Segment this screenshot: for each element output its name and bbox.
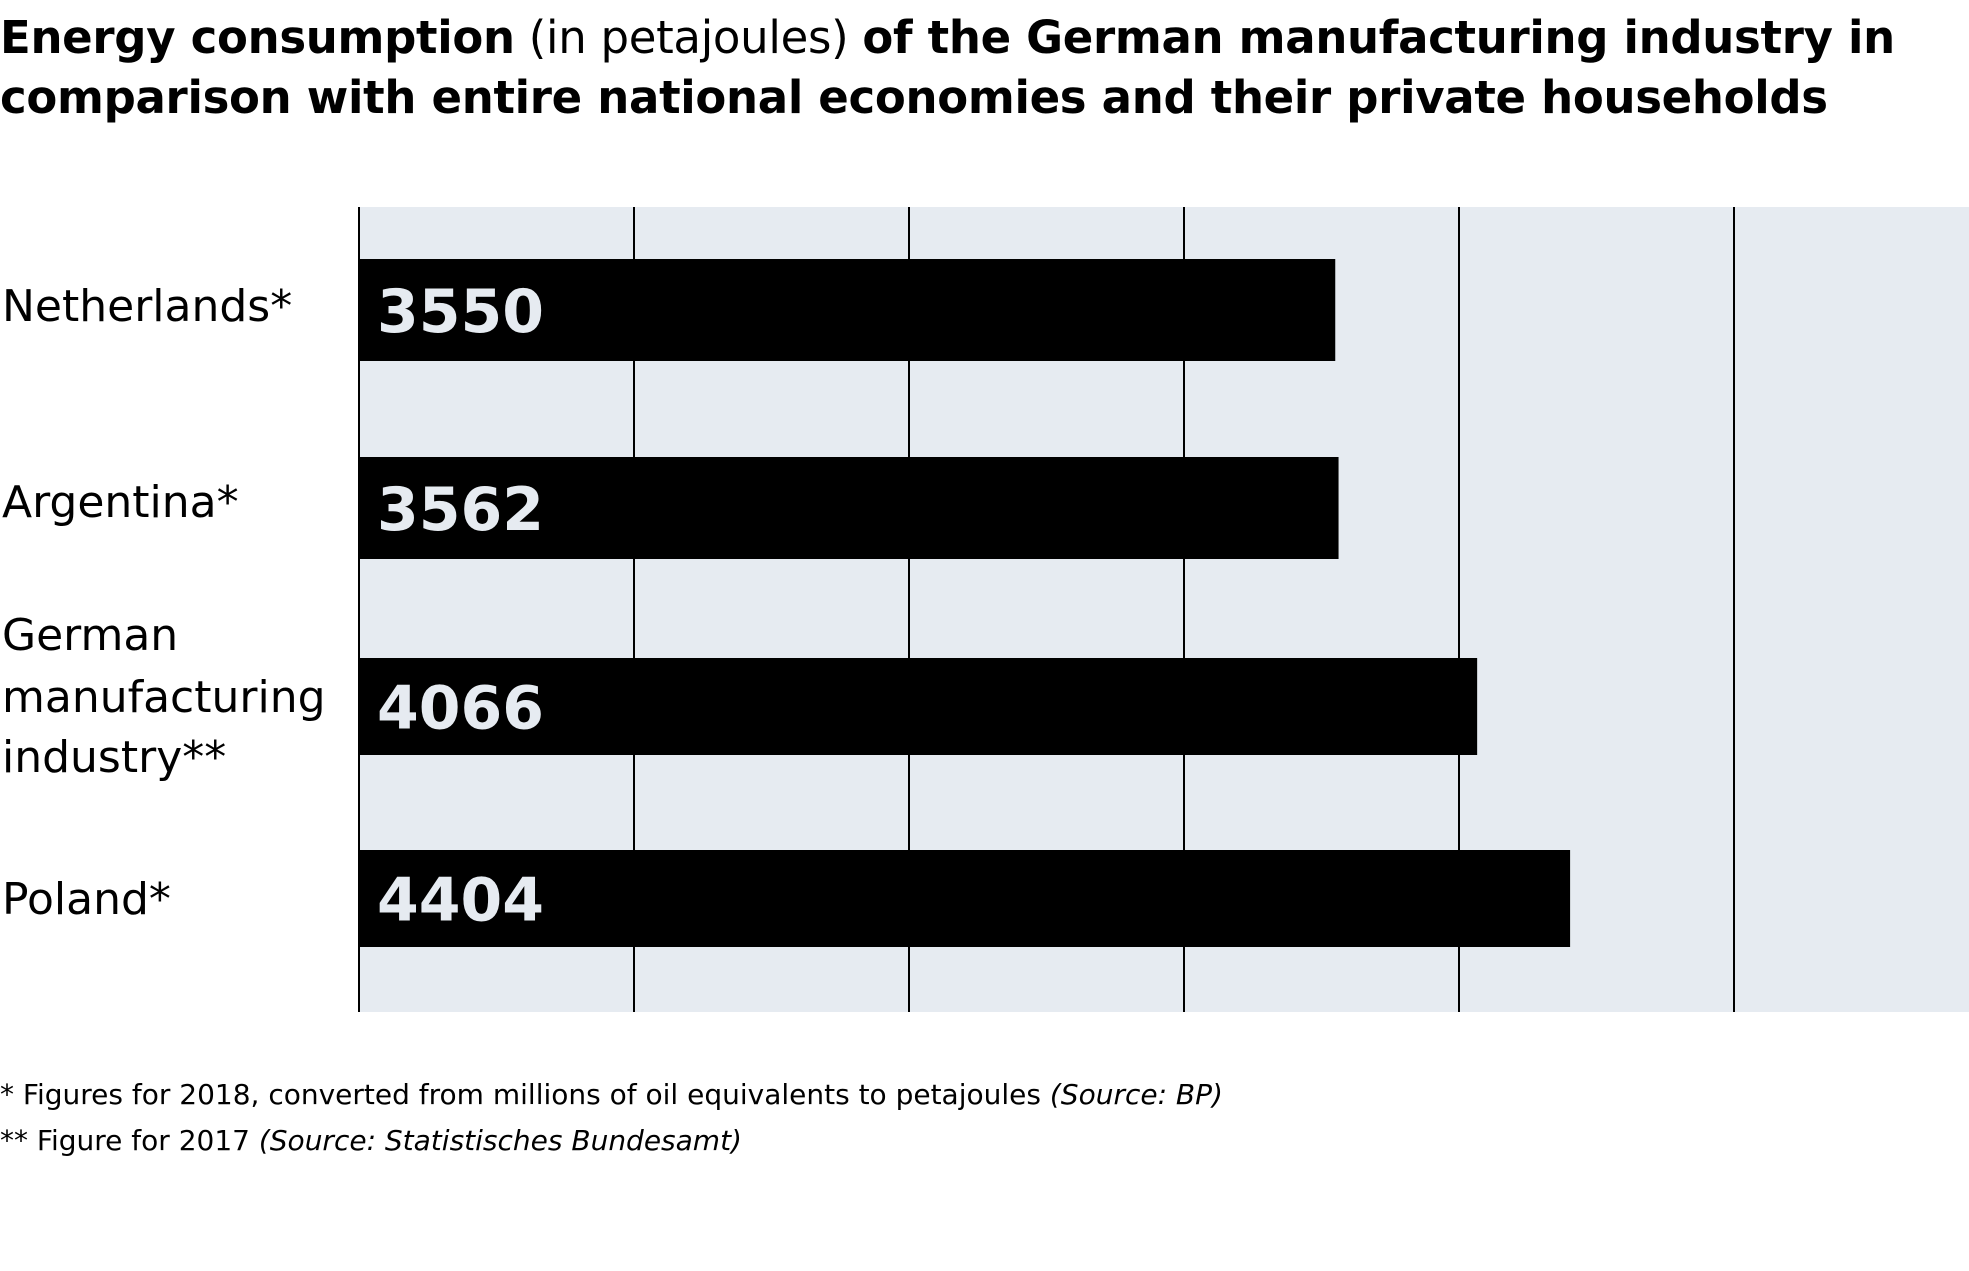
value-label-1: 3562 [377,475,544,545]
footnote-2-text: ** Figure for 2017 [0,1124,259,1157]
category-label-2: German manufacturing industry** [2,610,326,783]
footnote-2-source: (Source: Statistisches Bundesamt) [258,1124,742,1157]
footnote-1-text: * Figures for 2018, converted from milli… [0,1078,1050,1111]
bar-3 [359,850,1571,947]
category-label-0: Netherlands* [2,281,292,332]
footnote-1-source: (Source: BP) [1049,1078,1223,1111]
value-label-0: 3550 [377,277,544,347]
value-label-3: 4404 [377,866,544,936]
category-label-3: Poland* [2,874,171,925]
bar-1 [359,457,1339,559]
title-bold-start: Energy consumption [0,11,515,64]
value-label-2: 4066 [377,674,544,744]
bar-chart: 3550 Netherlands* 3562 Argentina* 4066 German… [2,207,1969,1012]
bar-2 [359,658,1478,755]
chart-title: Energy consumption (in petajoules) of th… [0,8,1940,128]
bar-0 [359,259,1336,361]
title-bold-end: of the German manufacturing industry in … [0,11,1895,124]
footnote-2: ** Figure for 2017 (Source: Statistische… [0,1124,742,1158]
title-unit: (in petajoules) [514,11,863,64]
footnote-1: * Figures for 2018, converted from milli… [0,1078,1223,1112]
category-label-1: Argentina* [2,477,239,528]
